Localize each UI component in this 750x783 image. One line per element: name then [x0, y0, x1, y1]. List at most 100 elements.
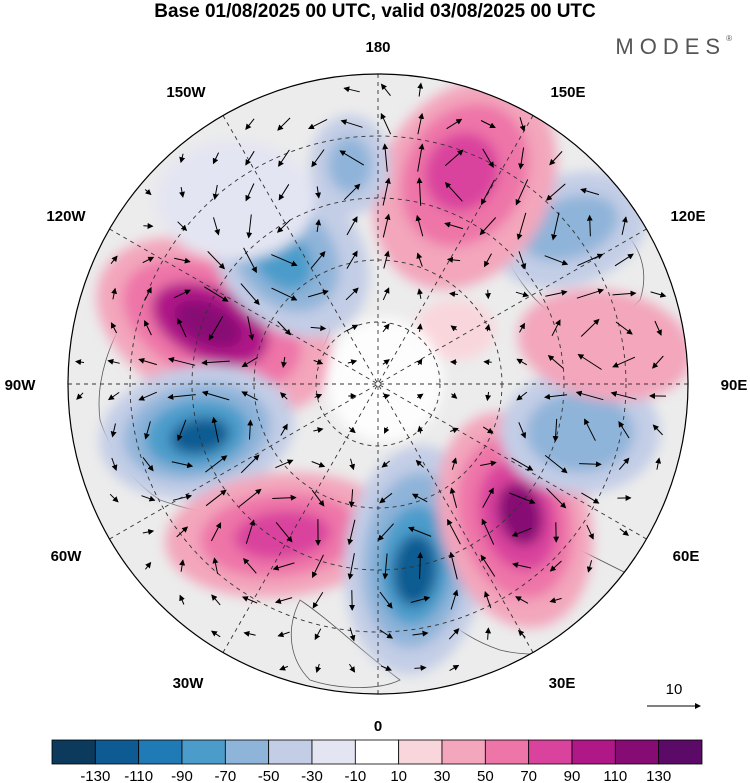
wind-arrow: [210, 630, 221, 638]
wind-arrow: [111, 287, 118, 300]
wind-arrow: [179, 187, 185, 198]
wind-arrow: [279, 392, 288, 400]
wind-arrow: [145, 561, 152, 570]
wind-arrow: [207, 251, 225, 270]
anomaly-blob: [174, 300, 242, 348]
wind-arrow: [615, 321, 633, 335]
wind-arrow: [482, 148, 494, 168]
wind-arrow: [417, 82, 424, 97]
wind-arrow: [345, 287, 359, 301]
lon-label-150w: 150W: [166, 84, 206, 101]
wind-arrow: [448, 551, 458, 580]
wind-arrow: [211, 416, 219, 443]
wind-arrow: [584, 418, 596, 441]
wind-arrow: [110, 423, 117, 438]
wind-arrow: [581, 492, 600, 504]
wind-arrow: [144, 188, 152, 196]
wind-arrow: [449, 487, 458, 508]
lon-label-30w: 30W: [173, 675, 205, 692]
anomaly-field: [96, 80, 688, 675]
anomaly-blob: [392, 534, 438, 606]
colorbar-tick-label: 50: [477, 768, 494, 783]
wind-arrow: [552, 418, 559, 443]
wind-arrow: [245, 150, 255, 166]
colorbar-tick-label: -70: [214, 768, 236, 783]
wind-arrow: [512, 562, 532, 569]
wind-arrow: [518, 629, 526, 638]
wind-arrow: [382, 287, 390, 301]
wind-arrow: [448, 628, 460, 640]
wind-arrow: [444, 149, 464, 167]
map-disk: [68, 74, 688, 694]
wind-arrow: [580, 187, 600, 196]
wind-arrow: [340, 119, 363, 128]
wind-arrow: [545, 289, 568, 297]
wind-arrow: [272, 562, 295, 571]
wind-arrow: [278, 149, 290, 167]
wind-arrow: [485, 627, 492, 640]
colorbar-swatch: [658, 739, 703, 765]
wind-arrow: [212, 557, 219, 574]
wind-arrow: [243, 247, 257, 274]
wind-arrow: [618, 421, 630, 439]
wind-arrow: [575, 390, 604, 401]
wind-arrow: [247, 419, 254, 440]
wind-arrow: [449, 664, 460, 672]
wind-arrow: [201, 390, 230, 401]
wind-arrow: [518, 147, 525, 170]
wind-arrow: [240, 283, 260, 306]
graticule: [68, 74, 688, 694]
wind-arrow: [243, 557, 257, 574]
wind-arrow: [482, 487, 494, 508]
wind-arrow: [76, 392, 84, 400]
wind-arrow: [549, 560, 562, 572]
wind-arrow: [177, 317, 187, 338]
wind-arrow: [245, 183, 255, 202]
wind-arrow: [211, 594, 221, 606]
wind-arrow: [382, 323, 390, 333]
lon-label-30e: 30E: [549, 675, 576, 692]
lon-label-120w: 120W: [46, 208, 86, 225]
wind-arrow: [377, 523, 394, 542]
wind-arrow: [347, 359, 358, 366]
wind-arrow: [314, 628, 322, 641]
colorbar-tick-label: -110: [124, 768, 153, 783]
wind-arrow: [382, 393, 391, 400]
wind-arrow: [238, 488, 262, 507]
wind-arrow: [240, 454, 260, 474]
wind-arrow: [483, 590, 492, 609]
wind-arrow: [347, 519, 356, 546]
colorbar-swatch: [441, 739, 486, 765]
wind-arrow: [276, 219, 291, 233]
wind-arrow: [277, 321, 292, 336]
wind-arrow: [382, 143, 389, 172]
wind-arrow: [174, 257, 191, 264]
wind-arrow: [610, 391, 637, 400]
wind-arrow: [313, 359, 324, 365]
wind-arrow: [272, 494, 297, 501]
wind-arrow: [480, 554, 496, 577]
wind-arrow: [110, 322, 118, 334]
wind-arrow: [484, 289, 491, 300]
wind-arrow: [515, 291, 530, 298]
wind-arrow: [179, 594, 185, 605]
wind-arrow: [142, 528, 155, 535]
colorbar-swatch: [181, 739, 226, 765]
lon-label-60e: 60E: [673, 548, 700, 565]
colorbar-swatch: [528, 739, 573, 765]
wind-arrow: [549, 597, 562, 604]
wind-arrow: [652, 424, 663, 436]
wind-arrow: [379, 629, 394, 639]
wind-arrow: [577, 253, 604, 267]
map-title: Base 01/08/2025 00 UTC, valid 03/08/2025…: [154, 1, 596, 22]
colorbar-swatch: [51, 739, 96, 765]
wind-arrow: [544, 255, 569, 266]
map-border: [67, 73, 689, 695]
colorbar-tick-label: -10: [344, 768, 366, 783]
wind-arrow: [241, 356, 258, 368]
wind-arrow: [544, 455, 568, 474]
wind-arrow: [213, 217, 220, 236]
wind-arrow: [75, 359, 85, 366]
colorbar-swatch: [311, 739, 356, 765]
